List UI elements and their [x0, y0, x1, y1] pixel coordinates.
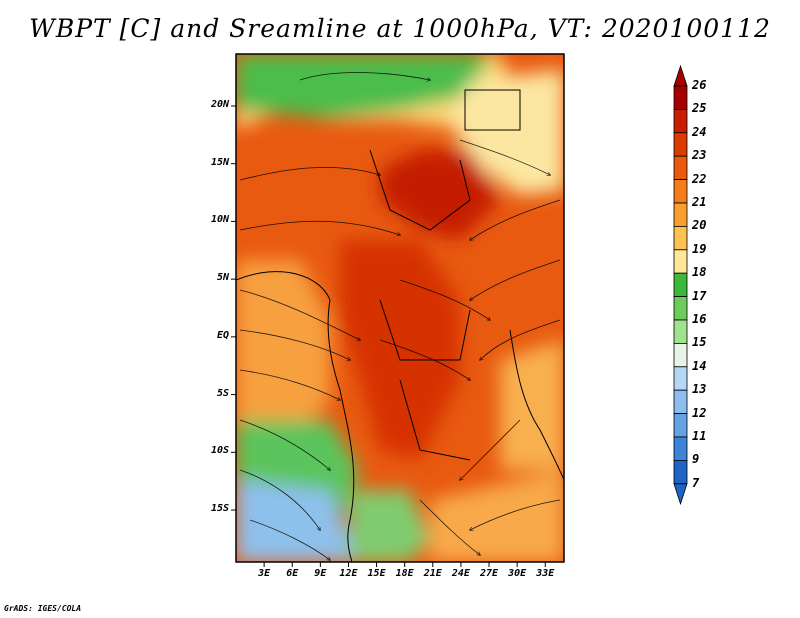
colorbar-label: 9 — [692, 452, 700, 467]
plot-frame — [235, 53, 565, 563]
lat-tick-label: 5S — [216, 387, 229, 399]
lon-tick-label: 6E — [286, 568, 299, 579]
colorbar-swatch — [673, 366, 688, 391]
colorbar-label: 26 — [692, 78, 707, 92]
colorbar-label: 18 — [692, 265, 707, 280]
colorbar-label: 19 — [692, 241, 707, 256]
lat-tick-label: 10S — [210, 445, 229, 457]
longitude-tick-marks — [263, 562, 546, 567]
latitude-tick-marks — [231, 105, 236, 511]
colorbar-swatch — [673, 389, 688, 415]
colorbar-swatch — [673, 179, 688, 204]
coastlines-borders — [236, 89, 564, 562]
colorbar-label: 23 — [692, 148, 707, 163]
colorbar-label: 15 — [692, 335, 707, 350]
temperature-field — [236, 54, 564, 562]
colorbar-label: 22 — [692, 171, 707, 186]
colorbar-swatch — [673, 436, 688, 461]
colorbar-label: 11 — [692, 429, 707, 443]
colorbar-swatch — [673, 202, 688, 227]
map-title: WBPT [C] and Sreamline at 1000hPa, VT: 2… — [29, 14, 771, 43]
colorbar-label: 13 — [692, 382, 707, 397]
colorbar-label: 14 — [692, 358, 707, 373]
colorbar-label: 20 — [692, 218, 707, 233]
lon-tick-label: 12E — [339, 568, 358, 579]
colorbar-swatch — [673, 459, 688, 485]
lon-tick-label: 3E — [258, 568, 271, 579]
colorbar — [673, 64, 688, 506]
colorbar-swatch — [673, 85, 688, 110]
colorbar-swatch — [673, 272, 688, 298]
colorbar-bottom-arrow — [673, 483, 688, 506]
colorbar-swatch — [673, 132, 688, 157]
lon-tick-label: 21E — [423, 568, 442, 579]
colorbar-label: 12 — [692, 405, 707, 420]
lon-tick-label: 33E — [536, 568, 555, 579]
lat-tick-label: EQ — [216, 329, 229, 341]
colorbar-swatch — [673, 319, 688, 344]
colorbar-label: 24 — [692, 124, 707, 139]
streamlines — [239, 72, 561, 561]
lon-tick-label: 9E — [314, 568, 327, 579]
lat-tick-label: 15N — [210, 156, 229, 168]
colorbar-swatch — [673, 109, 688, 134]
colorbar-label: 21 — [692, 195, 707, 209]
lat-tick-label: 10N — [210, 214, 229, 226]
colorbar-swatch — [673, 225, 688, 251]
colorbar-swatch — [673, 249, 688, 274]
colorbar-label: 17 — [692, 288, 707, 303]
lon-tick-label: 27E — [479, 568, 499, 579]
lat-tick-label: 20N — [210, 98, 229, 110]
colorbar-swatch — [673, 155, 688, 180]
lat-tick-label: 5N — [216, 272, 229, 284]
colorbar-swatch — [673, 342, 688, 368]
lat-tick-label: 15S — [210, 503, 229, 515]
lon-tick-label: 30E — [508, 568, 527, 579]
lon-tick-label: 24E — [451, 568, 470, 579]
colorbar-label: 16 — [692, 312, 707, 326]
credit-text: GrADS: IGES/COLA — [4, 604, 82, 613]
colorbar-label: 25 — [692, 101, 707, 116]
colorbar-swatch — [673, 413, 688, 438]
lon-tick-label: 15E — [367, 568, 386, 579]
lon-tick-label: 18E — [395, 568, 414, 579]
colorbar-label: 7 — [692, 475, 700, 490]
colorbar-top-arrow — [673, 64, 688, 87]
colorbar-swatch — [673, 296, 688, 321]
